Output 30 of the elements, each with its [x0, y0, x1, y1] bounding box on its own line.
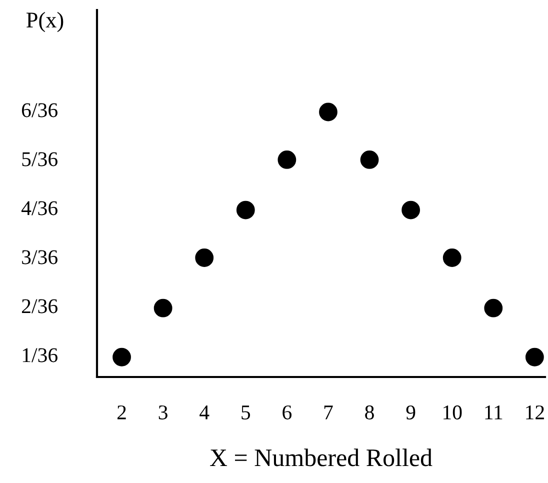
x-tick-label: 10	[444, 405, 462, 420]
point	[360, 150, 379, 169]
x-tick-label: 2	[117, 405, 126, 420]
point	[195, 248, 214, 267]
text: 5/36	[22, 152, 58, 166]
point	[525, 348, 544, 366]
text: 4/36	[21, 201, 58, 216]
point	[112, 348, 131, 366]
point	[484, 298, 503, 318]
point	[442, 248, 462, 267]
x-tick-label: 11	[485, 405, 502, 420]
point	[278, 150, 296, 169]
text: 6/36	[22, 103, 58, 118]
text: 2/36	[22, 299, 58, 314]
x-tick-label: 4	[200, 406, 210, 420]
y-axis-title: P(x)	[26, 12, 64, 32]
x-axis-title: X = Numbered Rolled	[210, 448, 432, 466]
x-tick-label: 6	[282, 405, 292, 420]
x-tick-label: 9	[406, 405, 416, 420]
point	[236, 200, 255, 220]
text: 3/36	[22, 250, 58, 264]
point	[319, 102, 338, 122]
x-tick-label: 12	[526, 405, 544, 420]
x-tick-label: 3	[158, 405, 168, 420]
x-tick-label: 5	[242, 406, 250, 420]
x-tick-label: 8	[365, 405, 374, 420]
point	[402, 200, 420, 220]
text: 1/36	[22, 348, 58, 362]
point	[154, 298, 172, 318]
x-tick-label: 7	[324, 406, 333, 420]
